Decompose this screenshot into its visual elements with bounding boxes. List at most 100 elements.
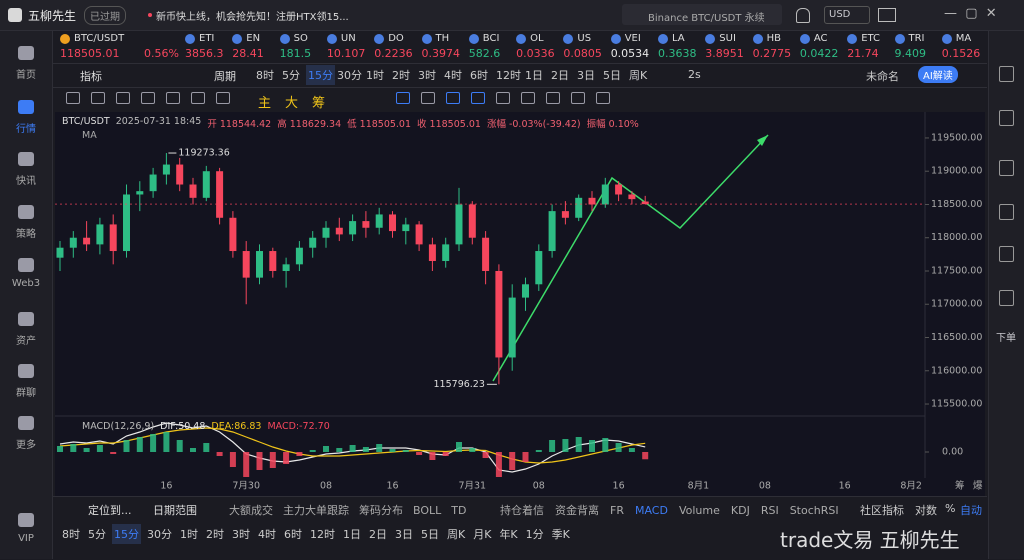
auto[interactable]: 自动: [960, 504, 982, 517]
interval[interactable]: 8时: [256, 69, 274, 82]
side-icon[interactable]: [999, 110, 1014, 126]
tool[interactable]: [596, 92, 610, 104]
side-icon[interactable]: [999, 204, 1014, 220]
nav-icon[interactable]: [18, 205, 34, 219]
chip[interactable]: 5分: [88, 528, 106, 541]
chip[interactable]: 筹码分布: [359, 504, 403, 517]
nav-label[interactable]: 策略: [16, 229, 36, 240]
chip[interactable]: TD: [451, 503, 467, 517]
nav-icon[interactable]: [18, 416, 34, 430]
chip[interactable]: 6时: [284, 528, 302, 541]
price[interactable]: 9.409: [894, 47, 927, 60]
symbol[interactable]: AC: [813, 33, 828, 44]
symbol[interactable]: EN: [246, 33, 261, 44]
nav-icon[interactable]: [18, 258, 34, 272]
interval[interactable]: 30分: [337, 69, 362, 82]
chip[interactable]: 3时: [232, 528, 250, 541]
interval[interactable]: 15分: [306, 65, 335, 85]
chip[interactable]: 12时: [310, 528, 335, 541]
ma-label[interactable]: MA: [82, 130, 97, 141]
interval[interactable]: 3时: [418, 69, 436, 82]
symbol[interactable]: LA: [672, 33, 685, 44]
community[interactable]: 社区指标: [860, 504, 904, 517]
symbol[interactable]: SUI: [719, 33, 736, 44]
tool[interactable]: [421, 92, 435, 104]
nav-label[interactable]: 首页: [16, 70, 36, 81]
symbol[interactable]: ETC: [861, 33, 881, 44]
price[interactable]: 0.0805: [563, 47, 602, 60]
chip[interactable]: 主力大单跟踪: [283, 504, 349, 517]
side-icon[interactable]: [999, 290, 1014, 306]
symbol[interactable]: BTC/USDT: [74, 33, 125, 44]
chip[interactable]: 1时: [180, 528, 198, 541]
nav-label[interactable]: 快讯: [16, 176, 36, 187]
price[interactable]: 3856.3: [185, 47, 224, 60]
chip[interactable]: KDJ: [730, 503, 750, 517]
tool[interactable]: [396, 92, 410, 104]
tool[interactable]: [546, 92, 560, 104]
nav-icon[interactable]: [18, 312, 34, 326]
currency[interactable]: USD: [824, 6, 870, 24]
chip[interactable]: 2时: [206, 528, 224, 541]
tool[interactable]: [141, 92, 155, 104]
side-icon[interactable]: [999, 160, 1014, 176]
symbol[interactable]: MA: [955, 33, 972, 44]
price[interactable]: 582.6: [468, 47, 501, 60]
symbol[interactable]: VEI: [624, 33, 641, 44]
price[interactable]: 0.0422: [799, 47, 839, 60]
interval[interactable]: 3日: [577, 69, 595, 82]
indicator-btn[interactable]: 指标: [80, 70, 102, 83]
chip[interactable]: 持仓着信: [500, 504, 544, 517]
ai-btn[interactable]: AI解读: [918, 66, 958, 83]
nav-label[interactable]: 行情: [16, 124, 36, 135]
interval[interactable]: 周K: [629, 69, 648, 82]
interval[interactable]: 5日: [603, 69, 621, 82]
side-icon[interactable]: [999, 66, 1014, 82]
bell[interactable]: [796, 8, 810, 23]
interval[interactable]: 5分: [282, 69, 300, 82]
interval[interactable]: 2时: [392, 69, 410, 82]
percent[interactable]: %: [945, 502, 956, 515]
chip[interactable]: RSI: [760, 503, 779, 517]
mail[interactable]: [878, 8, 896, 22]
tool[interactable]: [166, 92, 180, 104]
price[interactable]: 0.1526: [941, 47, 981, 60]
price[interactable]: 118505.01: [60, 47, 120, 60]
speed[interactable]: 2s: [688, 68, 701, 81]
price[interactable]: 181.5: [279, 47, 312, 60]
interval[interactable]: 1日: [525, 69, 543, 82]
tool[interactable]: [91, 92, 105, 104]
draw-tool[interactable]: 筹: [312, 96, 326, 111]
chip[interactable]: 月K: [473, 528, 492, 541]
chip[interactable]: 1日: [343, 528, 361, 541]
price[interactable]: 0.2775: [752, 47, 792, 60]
tool[interactable]: [216, 92, 230, 104]
symbol[interactable]: OL: [530, 33, 544, 44]
tool[interactable]: [191, 92, 205, 104]
date-range[interactable]: 日期范围: [153, 504, 197, 517]
chip[interactable]: 资金背离: [555, 504, 599, 517]
chip[interactable]: 30分: [147, 528, 172, 541]
nav-icon[interactable]: [18, 152, 34, 166]
interval[interactable]: 6时: [470, 69, 488, 82]
chip[interactable]: Volume: [678, 503, 720, 517]
news[interactable]: 新币快上线，机会抢先知！注册HTX领15...: [156, 12, 349, 23]
order-label[interactable]: 下单: [996, 333, 1016, 344]
chip[interactable]: 5日: [421, 528, 439, 541]
chip[interactable]: BOLL: [413, 503, 442, 517]
tool[interactable]: [446, 92, 460, 104]
interval[interactable]: 12时: [496, 69, 521, 82]
nav-icon[interactable]: [18, 46, 34, 60]
tool[interactable]: [471, 92, 485, 104]
price[interactable]: 28.41: [232, 47, 264, 60]
nav-label[interactable]: 群聊: [16, 388, 36, 399]
tool[interactable]: [116, 92, 130, 104]
symbol[interactable]: HB: [766, 33, 781, 44]
symbol[interactable]: ETI: [199, 33, 215, 44]
price[interactable]: 10.107: [326, 47, 366, 60]
chip[interactable]: 15分: [112, 524, 141, 544]
price[interactable]: 0.0336: [516, 47, 555, 60]
tool[interactable]: [496, 92, 510, 104]
chip[interactable]: 周K: [447, 528, 466, 541]
nav-label[interactable]: Web3: [11, 278, 41, 289]
